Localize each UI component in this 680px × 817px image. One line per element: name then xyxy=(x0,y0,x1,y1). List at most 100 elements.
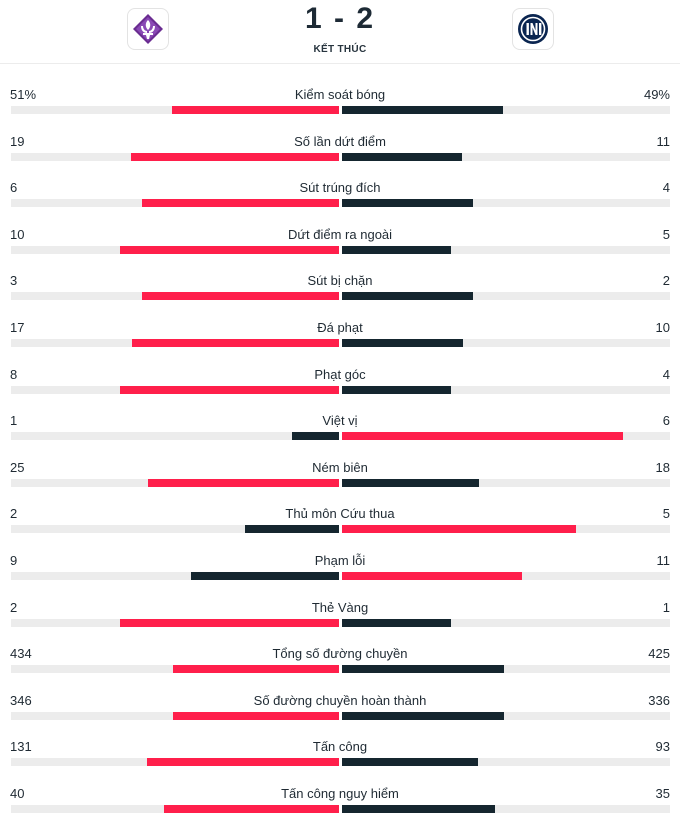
home-stat-track xyxy=(11,199,339,208)
stat-row: 8 Phạt góc 4 xyxy=(0,354,680,394)
home-stat-track xyxy=(11,292,339,301)
stat-label: Dứt điểm ra ngoài xyxy=(287,226,393,242)
home-stat-bar xyxy=(191,572,339,580)
stat-label: Việt vị xyxy=(322,413,358,429)
away-team-logo[interactable] xyxy=(512,8,554,50)
away-stat-track xyxy=(342,711,670,720)
away-stat-bar xyxy=(342,385,452,394)
away-stat-bar xyxy=(342,152,463,161)
score-separator: - xyxy=(334,2,346,35)
home-stat-bar xyxy=(164,805,339,813)
home-stat-bar xyxy=(171,106,339,114)
home-stat-value: 2 xyxy=(10,506,18,522)
away-stat-value: 1 xyxy=(662,599,670,615)
away-stat-value: 6 xyxy=(662,413,670,429)
stat-label: Tấn công xyxy=(312,739,368,755)
home-stat-track xyxy=(11,339,339,347)
home-stat-track xyxy=(11,432,339,441)
away-stat-value: 336 xyxy=(648,692,670,708)
home-stat-track xyxy=(11,758,339,767)
home-stat-track xyxy=(11,245,339,254)
away-stat-bar xyxy=(342,665,505,674)
stat-row: 434 Tổng số đường chuyền 425 xyxy=(0,633,680,674)
away-stat-track xyxy=(342,758,670,767)
stat-row: 10 Dứt điểm ra ngoài 5 xyxy=(0,214,680,254)
away-stat-bar xyxy=(342,292,474,301)
home-stat-bar xyxy=(148,478,339,487)
home-stat-track xyxy=(11,711,339,720)
stat-row: 346 Số đường chuyền hoàn thành 336 xyxy=(0,680,680,720)
home-stat-bar xyxy=(120,245,339,254)
stat-label: Đá phạt xyxy=(317,320,363,335)
home-stat-value: 8 xyxy=(10,366,18,382)
home-stat-bar xyxy=(142,199,339,208)
stat-label: Phạm lỗi xyxy=(314,553,366,568)
home-stat-track xyxy=(11,618,339,627)
stat-label: Kiểm soát bóng xyxy=(294,87,386,102)
away-stat-bar xyxy=(342,618,452,627)
home-stat-bar xyxy=(245,525,339,534)
home-stat-bar xyxy=(292,432,339,441)
away-stat-track xyxy=(342,618,670,627)
away-stat-value: 93 xyxy=(655,739,670,755)
stat-row: 40 Tấn công nguy hiểm 35 xyxy=(0,773,680,813)
home-stat-value: 3 xyxy=(10,273,18,289)
away-stat-bar xyxy=(342,106,503,114)
home-stat-value: 346 xyxy=(10,692,32,708)
home-stat-bar xyxy=(172,711,339,720)
stat-row: 51% Kiểm soát bóng 49% xyxy=(0,74,680,114)
home-stat-value: 40 xyxy=(10,786,25,801)
away-stat-value: 35 xyxy=(655,786,670,801)
away-stat-value: 425 xyxy=(648,646,670,662)
home-stat-track xyxy=(11,478,339,487)
away-stat-bar xyxy=(342,805,496,813)
home-stat-track xyxy=(11,572,339,580)
away-stat-value: 11 xyxy=(656,553,671,568)
away-stat-bar xyxy=(342,525,577,534)
home-stat-bar xyxy=(131,152,339,161)
stat-row: 19 Số lần dứt điểm 11 xyxy=(0,121,680,161)
away-stat-value: 4 xyxy=(662,366,670,382)
home-stat-value: 434 xyxy=(10,646,32,662)
match-header: 1 - 2 KẾT THÚC xyxy=(0,0,680,64)
home-stat-track xyxy=(11,665,339,674)
away-stat-track xyxy=(342,245,670,254)
away-stat-track xyxy=(342,385,670,394)
away-stat-track xyxy=(342,805,670,813)
home-stat-value: 6 xyxy=(10,180,18,196)
home-stat-bar xyxy=(132,339,339,347)
home-score: 1 xyxy=(304,2,324,35)
home-stat-value: 51% xyxy=(10,87,37,102)
stat-row: 17 Đá phạt 10 xyxy=(0,307,680,347)
away-stat-track xyxy=(342,572,670,580)
home-stat-track xyxy=(11,525,339,534)
away-stat-track xyxy=(342,432,670,441)
stat-label: Sút trúng đích xyxy=(299,180,381,196)
home-stat-bar xyxy=(120,618,339,627)
match-status: KẾT THÚC xyxy=(313,44,367,55)
away-stat-bar xyxy=(342,758,479,767)
away-stat-bar xyxy=(342,199,474,208)
home-stat-value: 131 xyxy=(10,739,32,755)
stat-row: 9 Phạm lỗi 11 xyxy=(0,540,680,580)
stat-label: Tổng số đường chuyền xyxy=(272,646,408,662)
away-stat-bar xyxy=(342,245,452,254)
home-stat-bar xyxy=(147,758,339,767)
away-stat-value: 49% xyxy=(643,87,670,102)
inter-crest-icon xyxy=(518,14,548,44)
home-stat-track xyxy=(11,805,339,813)
away-stat-value: 18 xyxy=(655,459,670,475)
away-stat-track xyxy=(342,152,670,161)
home-stat-value: 1 xyxy=(10,413,18,429)
stat-row: 2 Thẻ Vàng 1 xyxy=(0,587,680,627)
home-stat-value: 25 xyxy=(10,459,25,475)
stat-row: 25 Ném biên 18 xyxy=(0,447,680,487)
away-stat-value: 4 xyxy=(662,180,670,196)
away-stat-value: 2 xyxy=(662,273,670,289)
home-team-logo[interactable] xyxy=(127,8,169,50)
stat-label: Số đường chuyền hoàn thành xyxy=(253,692,427,708)
away-stat-value: 11 xyxy=(656,133,671,149)
away-stat-track xyxy=(342,292,670,301)
home-stat-value: 17 xyxy=(10,320,25,335)
away-stat-bar xyxy=(342,432,624,441)
